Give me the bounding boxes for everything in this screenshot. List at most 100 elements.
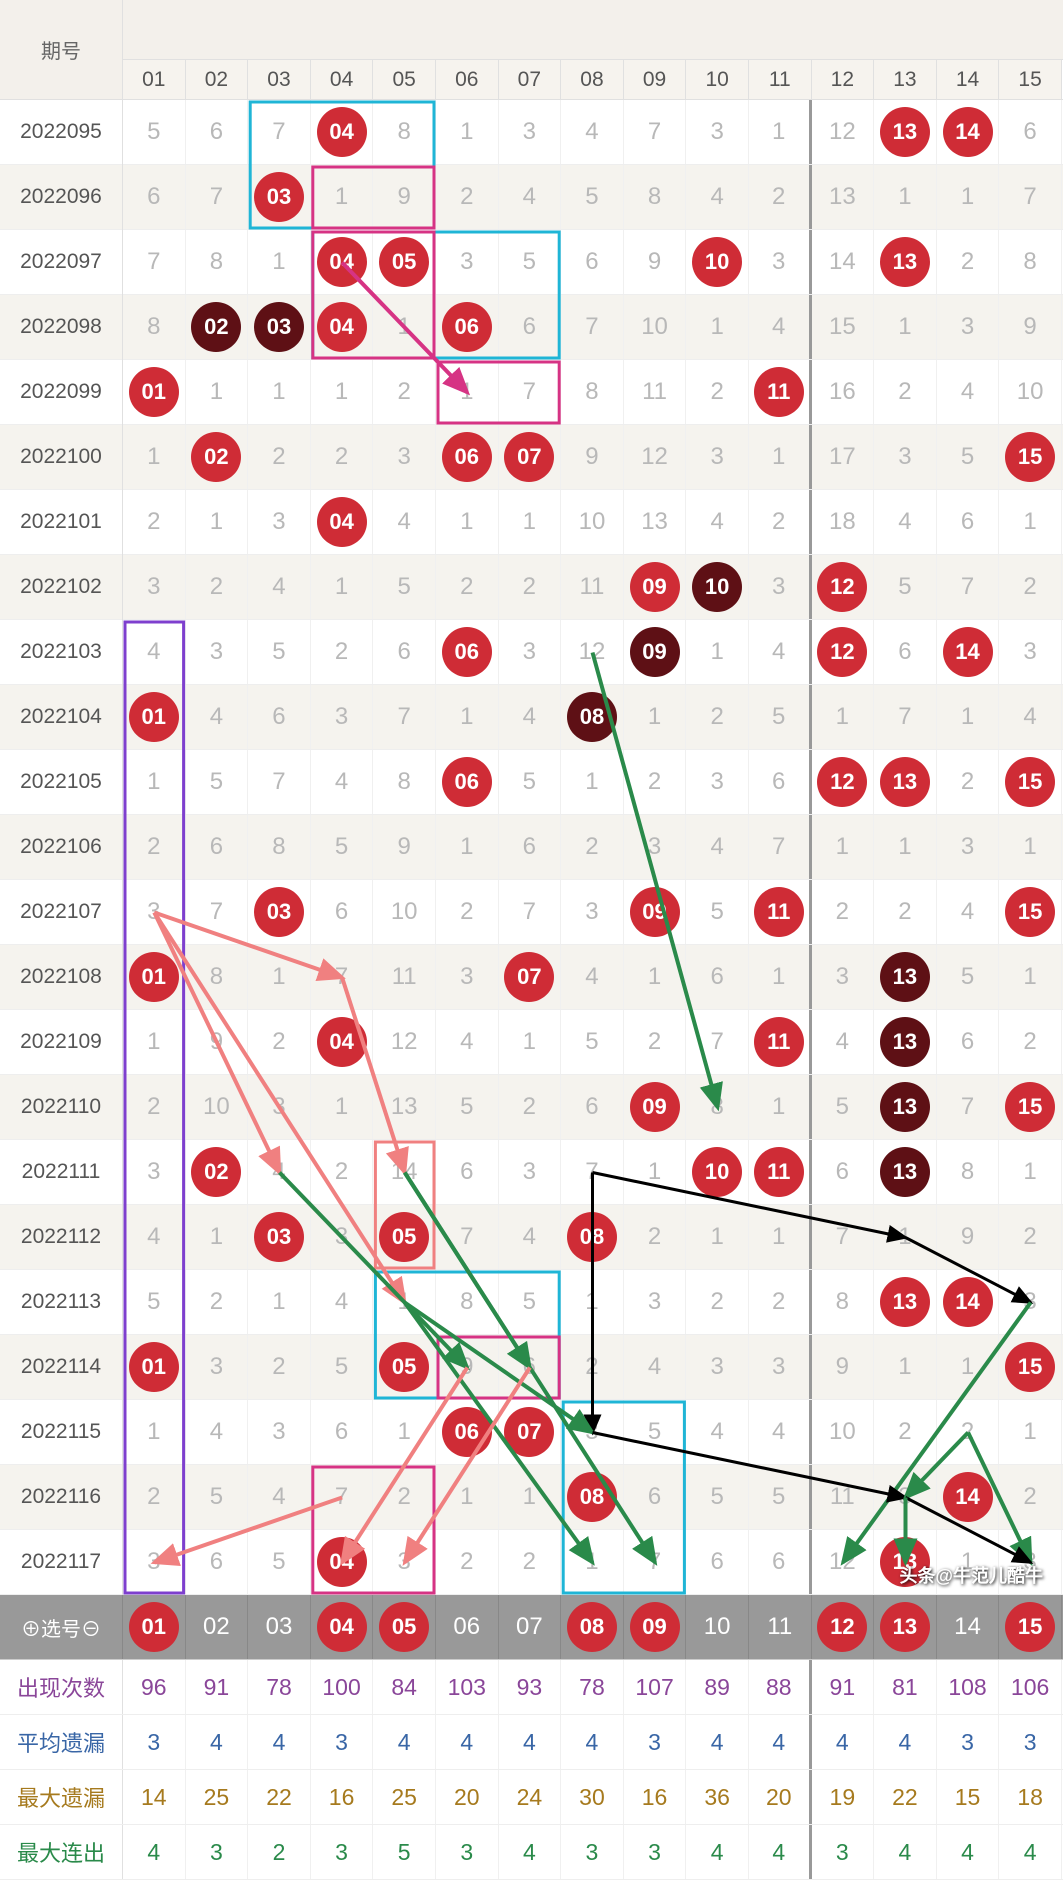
selection-label[interactable]: ⊕选号⊖ [0, 1595, 123, 1659]
number-ball: 05 [379, 1212, 429, 1262]
grid-row: 30242146371101161381 [123, 1140, 1063, 1205]
grid-cell: 13 [874, 1010, 937, 1074]
grid-cell: 13 [624, 490, 687, 554]
grid-cell: 02 [186, 1140, 249, 1204]
stat-cell: 96 [123, 1660, 186, 1714]
selection-cell-12[interactable]: 12 [812, 1595, 875, 1659]
stat-cell: 30 [561, 1770, 624, 1824]
grid-cell: 10 [373, 880, 436, 944]
number-ball: 07 [504, 952, 554, 1002]
grid-row: 21031135260981513715 [123, 1075, 1063, 1140]
stat-cell: 93 [499, 1660, 562, 1714]
grid-cell: 7 [186, 880, 249, 944]
grid-cell: 7 [248, 100, 311, 164]
grid-row: 78104053569103141328 [123, 230, 1063, 295]
stat-cell: 4 [186, 1715, 249, 1769]
grid-cell: 7 [311, 945, 374, 1009]
grid-cell: 2 [812, 880, 875, 944]
grid-cell: 02 [186, 425, 249, 489]
selection-cell-07[interactable]: 07 [499, 1595, 562, 1659]
grid-cell: 12 [373, 1010, 436, 1074]
number-ball: 11 [754, 367, 804, 417]
grid-cell: 5 [686, 1465, 749, 1529]
period-column: 期号 2022095202209620220972022098202209920… [0, 0, 123, 1595]
grid-cell: 7 [999, 165, 1062, 229]
grid-cell: 4 [248, 555, 311, 619]
selection-cell-11[interactable]: 11 [749, 1595, 812, 1659]
period-cell: 2022114 [0, 1335, 122, 1400]
grid-cell: 1 [436, 1465, 499, 1529]
selection-cell-15[interactable]: 15 [999, 1595, 1062, 1659]
selection-cell-13[interactable]: 13 [874, 1595, 937, 1659]
column-header-06: 06 [436, 60, 499, 99]
selection-cell-09[interactable]: 09 [624, 1595, 687, 1659]
header-top-spacer [123, 0, 1063, 60]
grid-cell: 1 [311, 165, 374, 229]
grid-cell: 01 [123, 945, 186, 1009]
grid-cell: 9 [999, 295, 1062, 359]
number-ball: 08 [567, 1472, 617, 1522]
selection-cell-04[interactable]: 04 [311, 1595, 374, 1659]
stat-cell: 3 [436, 1825, 499, 1879]
grid-cell: 2 [186, 1270, 249, 1334]
stats-container: 出现次数96917810084103937810789889181108106平… [0, 1660, 1063, 1880]
grid-cell: 3 [624, 1270, 687, 1334]
period-cell: 2022100 [0, 425, 122, 490]
grid-cell: 2 [248, 425, 311, 489]
grid-cell: 1 [248, 360, 311, 424]
grid-cell: 1 [123, 750, 186, 814]
number-ball: 08 [567, 692, 617, 742]
grid-cell: 1 [436, 490, 499, 554]
selection-cell-14[interactable]: 14 [937, 1595, 1000, 1659]
grid-cell: 6 [248, 685, 311, 749]
grid-row: 0181711307416131351 [123, 945, 1063, 1010]
selection-cell-01[interactable]: 01 [123, 1595, 186, 1659]
grid-cell: 3 [874, 425, 937, 489]
grid-cell: 3 [686, 750, 749, 814]
grid-cell: 4 [686, 1400, 749, 1464]
grid-cell: 7 [561, 1140, 624, 1204]
grid-cell: 4 [499, 165, 562, 229]
grid-cell: 11 [624, 360, 687, 424]
grid-cell: 06 [436, 425, 499, 489]
grid-cell: 4 [749, 295, 812, 359]
grid-cell: 08 [561, 1465, 624, 1529]
stat-label: 平均遗漏 [0, 1715, 123, 1769]
stat-label: 最大遗漏 [0, 1770, 123, 1824]
stat-cell: 4 [561, 1715, 624, 1769]
grid-cell: 11 [749, 1010, 812, 1074]
number-ball: 01 [129, 1342, 179, 1392]
stat-cell: 103 [436, 1660, 499, 1714]
stat-cell: 20 [749, 1770, 812, 1824]
period-cell: 2022111 [0, 1140, 122, 1205]
grid-cell: 12 [812, 1530, 875, 1594]
grid-cell: 6 [311, 1400, 374, 1464]
selection-cell-10[interactable]: 10 [686, 1595, 749, 1659]
stat-row: 最大连出432353433443444 [0, 1825, 1063, 1880]
grid-cell: 9 [373, 165, 436, 229]
grid-cell: 2 [373, 1465, 436, 1529]
number-ball: 14 [943, 627, 993, 677]
grid-cell: 1 [874, 1205, 937, 1269]
grid-cell: 4 [749, 620, 812, 684]
selection-cell-06[interactable]: 06 [436, 1595, 499, 1659]
stat-cell: 20 [436, 1770, 499, 1824]
period-cell: 2022098 [0, 295, 122, 360]
grid-cell: 16 [812, 360, 875, 424]
selection-row[interactable]: ⊕选号⊖010203040506070809101112131415 [0, 1595, 1063, 1660]
grid-cell: 11 [812, 1465, 875, 1529]
grid-cell: 6 [499, 1335, 562, 1399]
grid-cell: 2 [561, 815, 624, 879]
grid-cell: 1 [999, 1400, 1062, 1464]
period-cell: 2022104 [0, 685, 122, 750]
selection-ball: 04 [317, 1602, 367, 1652]
stat-cell: 4 [812, 1715, 875, 1769]
selection-cell-05[interactable]: 05 [373, 1595, 436, 1659]
selection-cell-08[interactable]: 08 [561, 1595, 624, 1659]
grid-cell: 1 [874, 815, 937, 879]
selection-cell-02[interactable]: 02 [186, 1595, 249, 1659]
grid-cell: 2 [373, 360, 436, 424]
stat-cell: 15 [937, 1770, 1000, 1824]
grid-row: 102223060791231173515 [123, 425, 1063, 490]
selection-cell-03[interactable]: 03 [248, 1595, 311, 1659]
